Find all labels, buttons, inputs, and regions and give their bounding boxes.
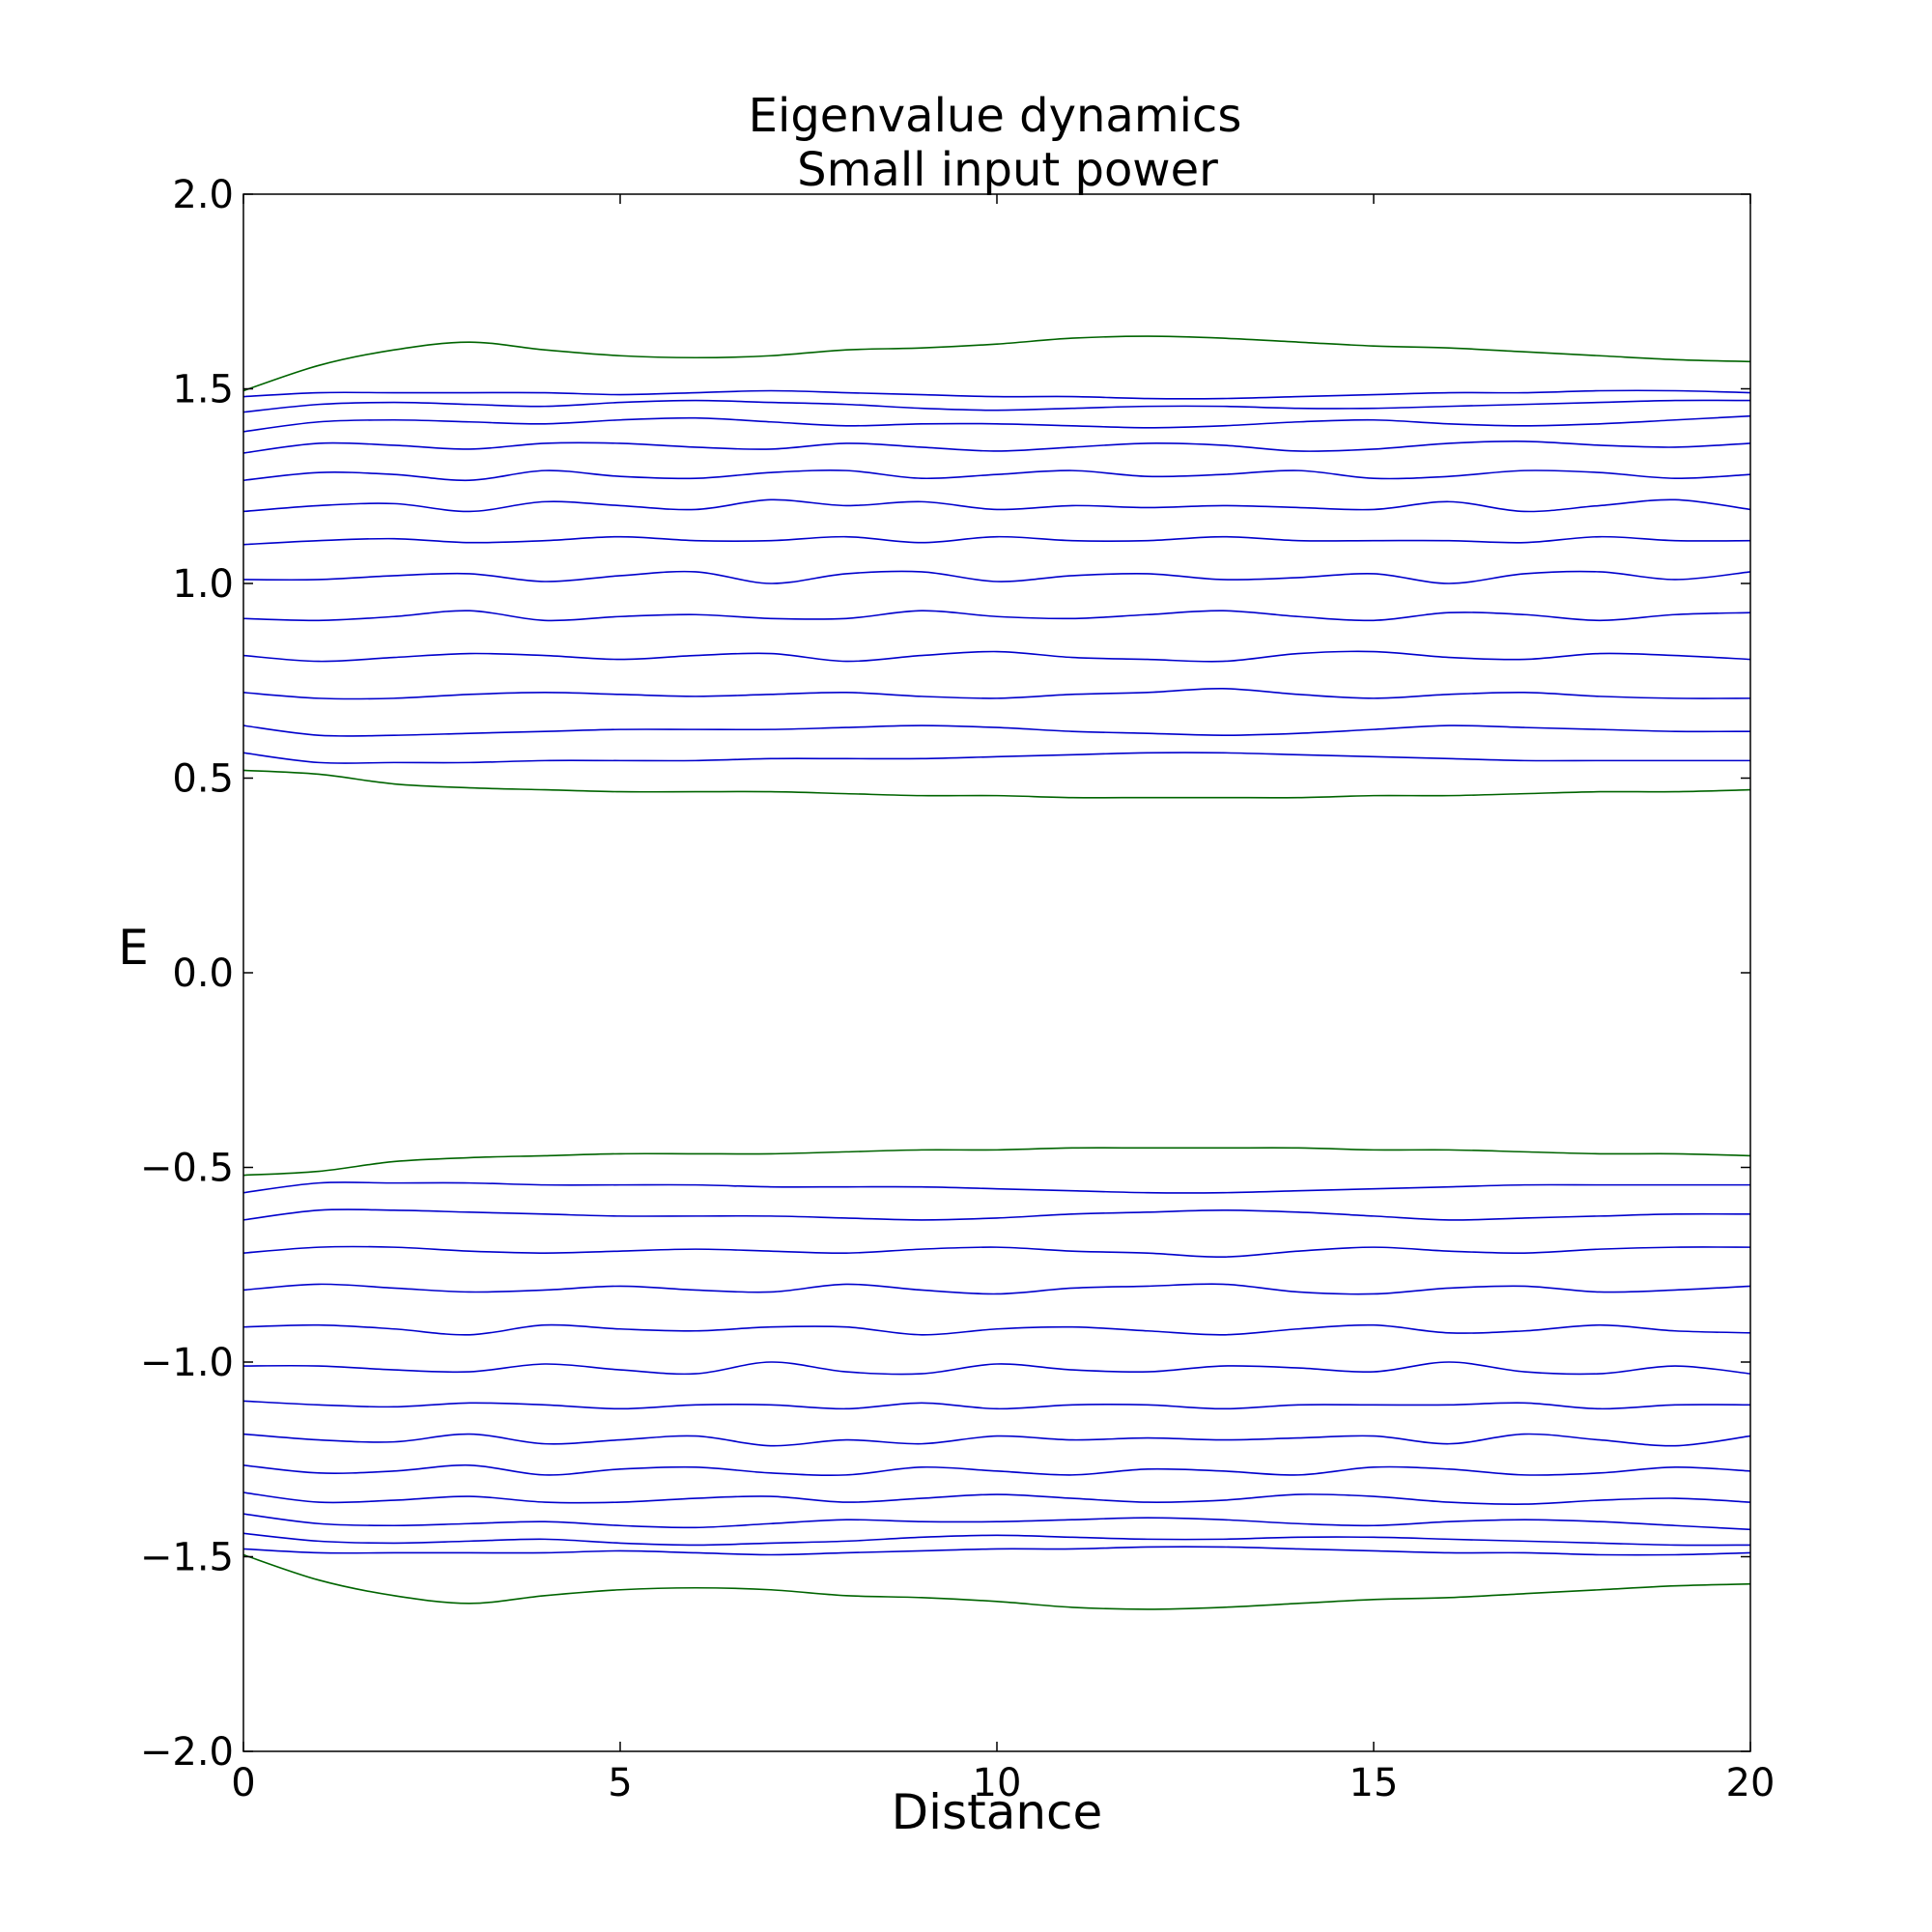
y-tick-label: 2.0 [172, 173, 234, 217]
chart-title: Eigenvalue dynamics [749, 89, 1242, 143]
series-layer [242, 335, 1751, 1610]
y-tick-label: −1.0 [140, 1341, 234, 1385]
x-axis-label: Distance [892, 1784, 1103, 1840]
series-line-18 [242, 1245, 1751, 1258]
series-line-7 [242, 535, 1751, 546]
x-tick-label: 10 [973, 1761, 1022, 1805]
x-tick-label: 5 [608, 1761, 632, 1805]
series-line-3 [242, 414, 1751, 433]
series-line-28 [242, 1546, 1751, 1556]
series-line-17 [242, 1208, 1751, 1221]
series-line-20 [242, 1323, 1751, 1336]
chart-subtitle: Small input power [797, 143, 1218, 197]
series-line-26 [242, 1513, 1751, 1531]
series-line-27 [242, 1532, 1751, 1547]
y-tick-label: −1.5 [140, 1536, 234, 1580]
series-line-6 [242, 498, 1751, 513]
series-line-29 [242, 1553, 1751, 1610]
series-line-12 [242, 724, 1751, 737]
y-tick-label: 1.5 [172, 368, 234, 412]
series-line-0 [242, 335, 1751, 392]
x-tick-label: 0 [231, 1761, 255, 1805]
y-axis-label: E [118, 920, 149, 976]
series-line-13 [242, 752, 1750, 764]
series-line-10 [242, 650, 1751, 663]
series-line-8 [242, 570, 1751, 584]
y-tick-label: 1.0 [172, 562, 234, 607]
plot-frame [242, 193, 1751, 1752]
series-line-5 [242, 469, 1751, 482]
y-tick-label: 0.5 [172, 757, 234, 802]
y-tick-label: −0.5 [140, 1147, 234, 1191]
x-tick-label: 20 [1726, 1761, 1776, 1805]
series-line-21 [242, 1361, 1751, 1376]
x-tick-label: 15 [1350, 1761, 1399, 1805]
series-line-14 [242, 769, 1751, 799]
y-tick-label: −2.0 [140, 1730, 234, 1775]
series-line-9 [242, 610, 1751, 622]
series-line-24 [242, 1463, 1751, 1476]
series-line-19 [242, 1283, 1751, 1295]
ticks-layer: 0 5 10 15 20 2.0 1.5 1.0 0.5 0.0 −0.5 −1.0 −1.5 −2.0 [140, 173, 1776, 1805]
series-line-22 [242, 1400, 1751, 1410]
series-line-16 [242, 1181, 1750, 1194]
series-line-23 [242, 1433, 1751, 1447]
series-line-2 [242, 399, 1751, 413]
series-line-25 [242, 1492, 1751, 1505]
series-line-11 [242, 688, 1751, 700]
y-tick-label: 0.0 [172, 952, 234, 996]
series-line-4 [242, 440, 1751, 454]
series-line-15 [242, 1147, 1751, 1177]
series-line-1 [242, 389, 1751, 400]
